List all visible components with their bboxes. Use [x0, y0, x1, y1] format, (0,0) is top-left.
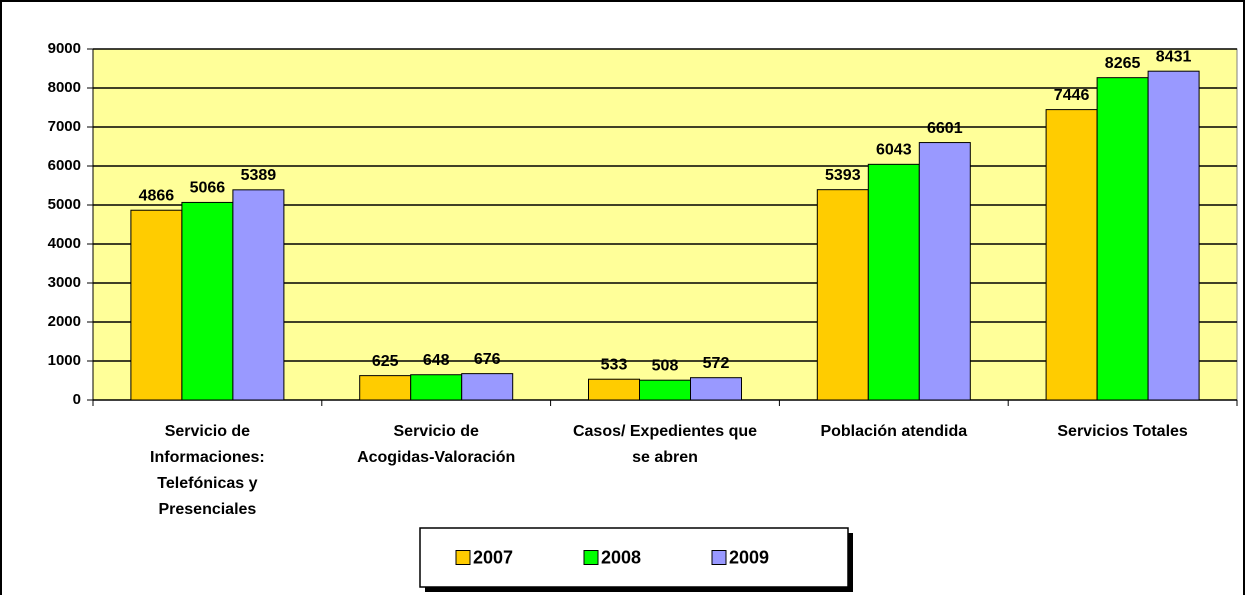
- bar: [410, 374, 463, 401]
- legend-label: 2009: [729, 547, 769, 567]
- legend-swatch: [455, 550, 471, 565]
- bar: [1045, 109, 1098, 401]
- x-tick-label: Servicio de Informaciones: Telefónicas y Pr…: [150, 423, 265, 518]
- y-tick-label: 8000: [48, 79, 81, 96]
- y-tick-label: 2000: [48, 313, 81, 330]
- x-tick-label: Servicio de Acogidas-Valoración: [357, 423, 515, 466]
- y-tick-label: 4000: [48, 235, 81, 252]
- y-tick-label: 3000: [48, 274, 81, 291]
- y-tick-label: 1000: [48, 352, 81, 369]
- value-label: 7446: [1054, 87, 1090, 104]
- value-label: 676: [474, 351, 501, 368]
- value-label: 572: [703, 355, 730, 372]
- bar: [918, 142, 971, 401]
- value-label: 508: [652, 357, 679, 374]
- bar: [1147, 70, 1200, 401]
- value-label: 533: [601, 356, 628, 373]
- x-tick-label: Servicios Totales: [1057, 423, 1188, 440]
- bar: [461, 373, 514, 401]
- value-label: 5393: [825, 167, 861, 184]
- value-label: 8431: [1156, 48, 1192, 65]
- bar: [1096, 77, 1149, 401]
- x-tick-label: Casos/ Expedientes que se abren: [573, 423, 757, 466]
- value-label: 6043: [876, 142, 912, 159]
- y-tick-label: 6000: [48, 157, 81, 174]
- value-label: 5066: [190, 180, 226, 197]
- legend-label: 2007: [473, 547, 513, 567]
- legend-swatch: [711, 550, 727, 565]
- bar: [867, 163, 920, 401]
- value-label: 6601: [927, 120, 963, 137]
- legend: [419, 527, 849, 588]
- bar: [359, 375, 412, 401]
- value-label: 625: [372, 353, 399, 370]
- bar: [816, 189, 869, 401]
- y-tick-label: 5000: [48, 196, 81, 213]
- value-label: 8265: [1105, 55, 1141, 72]
- bar: [232, 189, 285, 401]
- legend-label: 2008: [601, 547, 641, 567]
- bar: [130, 209, 183, 401]
- x-tick-label: Población atendida: [820, 423, 967, 440]
- y-tick-label: 9000: [48, 40, 81, 57]
- value-label: 5389: [241, 167, 277, 184]
- bar: [181, 201, 234, 401]
- y-tick-label: 7000: [48, 118, 81, 135]
- value-label: 648: [423, 352, 450, 369]
- value-label: 4866: [139, 187, 175, 204]
- bar: [690, 377, 742, 401]
- y-tick-label: 0: [73, 391, 81, 408]
- bar: [639, 379, 691, 401]
- bar: [588, 378, 640, 401]
- legend-swatch: [583, 550, 599, 565]
